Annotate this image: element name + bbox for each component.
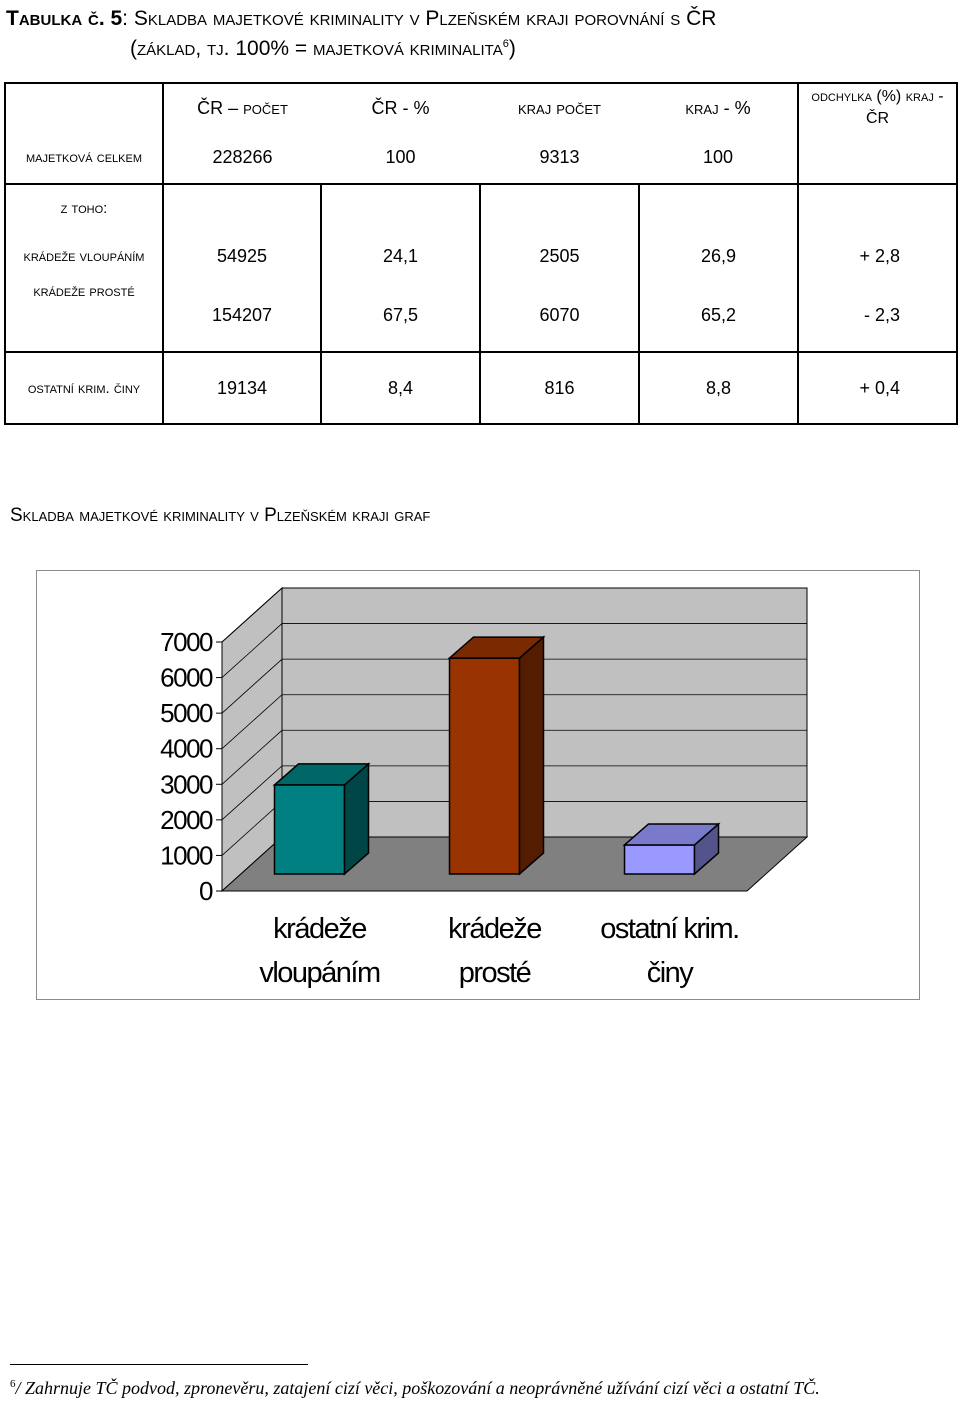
header-cr-pocet: ČR – počet [162, 82, 321, 132]
cell-kraj-pct: 100 [639, 132, 799, 185]
header-odchylka: odchylka (%) kraj - ČR [797, 82, 958, 185]
cell-kraj-pct: 26,9 [638, 232, 799, 280]
cell-kraj-pocet: 6070 [479, 280, 640, 353]
table-row: ostatní krim. činy 19134 8,4 816 8,8 + 0… [4, 352, 958, 425]
cell-empty [320, 184, 481, 232]
chart-gridline [221, 658, 807, 714]
cell-cr-pct: 67,5 [320, 280, 481, 353]
bar-0-front [273, 784, 346, 875]
caption-text: Skladba majetkové kriminality v Plzeňské… [133, 7, 717, 30]
caption-base-text: (základ, tj. 100% = majetková kriminalit… [130, 37, 503, 60]
bar-0-top [272, 763, 371, 786]
chart-y-tick-label: 1000 [160, 840, 213, 870]
row-label-ostatni: ostatní krim. činy [4, 352, 164, 425]
row-label-z-toho: z toho: [4, 184, 164, 232]
table-row: krádeže vloupáním 54925 24,1 2505 26,9 +… [4, 232, 958, 280]
cell-cr-pct: 24,1 [320, 232, 481, 280]
chart-heading: Skladba majetkové kriminality v Plzeňské… [10, 505, 431, 526]
cell-kraj-pct: 65,2 [638, 280, 799, 353]
header-blank-cell [4, 82, 164, 132]
chart-category-label: krádeže [448, 913, 541, 945]
cell-empty [479, 184, 640, 232]
cell-cr-pct: 8,4 [320, 352, 481, 425]
chart-y-tick-label: 4000 [160, 734, 213, 764]
caption-prefix: Tabulka č. 5 [6, 7, 123, 30]
cell-empty [162, 184, 322, 232]
table-caption: Tabulka č. 5: Skladba majetkové kriminal… [6, 7, 717, 60]
cell-cr-pct: 100 [321, 132, 480, 185]
table-row: z toho: [4, 184, 958, 232]
row-label-majetkova: majetková celkem [4, 132, 164, 185]
cell-kraj-pocet: 2505 [479, 232, 640, 280]
bar-2-front [623, 844, 696, 875]
chart-gridline [221, 729, 807, 785]
cell-empty [638, 184, 799, 232]
chart-gridline [221, 587, 807, 643]
chart-category-label: vloupáním [259, 957, 380, 989]
cell-kraj-pct: 8,8 [638, 352, 799, 425]
row-label-vloupanim: krádeže vloupáním [4, 232, 164, 280]
chart-gridline [221, 694, 807, 750]
chart-y-tick-label: 2000 [160, 805, 213, 835]
header-kraj-pocet: kraj počet [480, 82, 639, 132]
caption-footnote-ref: 6 [502, 38, 509, 50]
chart-y-tick-label: 0 [199, 876, 213, 906]
cell-cr-pocet: 228266 [162, 132, 321, 185]
cell-cr-pocet: 54925 [162, 232, 322, 280]
footnote: 6/ Zahrnuje TČ podvod, zpronevěru, zataj… [10, 1376, 950, 1400]
chart-y-tick-label: 5000 [160, 698, 213, 728]
table-header-row: ČR – počet ČR - % kraj počet kraj - % od… [4, 82, 958, 185]
header-cr-pct: ČR - % [321, 82, 480, 132]
chart-y-tick-label: 7000 [160, 627, 213, 657]
row-label-proste: krádeže prosté [4, 280, 164, 353]
cell-odchylka: + 0,4 [797, 352, 958, 425]
bar-chart: 0 1000 2000 3000 4000 5000 6000 7000 krádeže vlou… [160, 586, 809, 989]
cell-cr-pocet: 154207 [162, 280, 322, 353]
cell-kraj-pocet: 9313 [480, 132, 639, 185]
chart-y-tick-label: 6000 [160, 663, 213, 693]
chart-gridline [221, 623, 807, 678]
chart-y-tick-label: 3000 [160, 769, 213, 799]
chart-category-label: krádeže [273, 913, 366, 945]
bar-1-side [518, 635, 545, 876]
cell-odchylka: - 2,3 [797, 280, 958, 353]
chart-category-label: činy [647, 957, 695, 989]
chart-category-label: prosté [459, 957, 531, 989]
cell-kraj-pocet: 816 [479, 352, 640, 425]
footnote-rule [10, 1364, 308, 1365]
bar-2-top [622, 823, 721, 846]
footnote-marker: 6 [10, 1378, 16, 1390]
table-row: krádeže prosté 154207 67,5 6070 65,2 - 2… [4, 280, 958, 353]
chart-category-label: ostatní krim. [600, 913, 738, 945]
chart-frame: 0 1000 2000 3000 4000 5000 6000 7000 krádeže vlou… [36, 570, 920, 1000]
footnote-text: / Zahrnuje TČ podvod, zpronevěru, zataje… [15, 1378, 820, 1398]
cell-cr-pocet: 19134 [162, 352, 322, 425]
bar-1-front [448, 657, 521, 875]
stats-table: ČR – počet ČR - % kraj počet kraj - % od… [4, 82, 958, 425]
cell-empty [797, 184, 958, 232]
header-kraj-pct: kraj - % [639, 82, 799, 132]
bar-1-top [447, 636, 546, 659]
chart-gridline [221, 765, 807, 821]
cell-odchylka: + 2,8 [797, 232, 958, 280]
table-row: majetková celkem 228266 100 9313 100 [4, 132, 957, 185]
caption-close: ) [508, 37, 516, 60]
